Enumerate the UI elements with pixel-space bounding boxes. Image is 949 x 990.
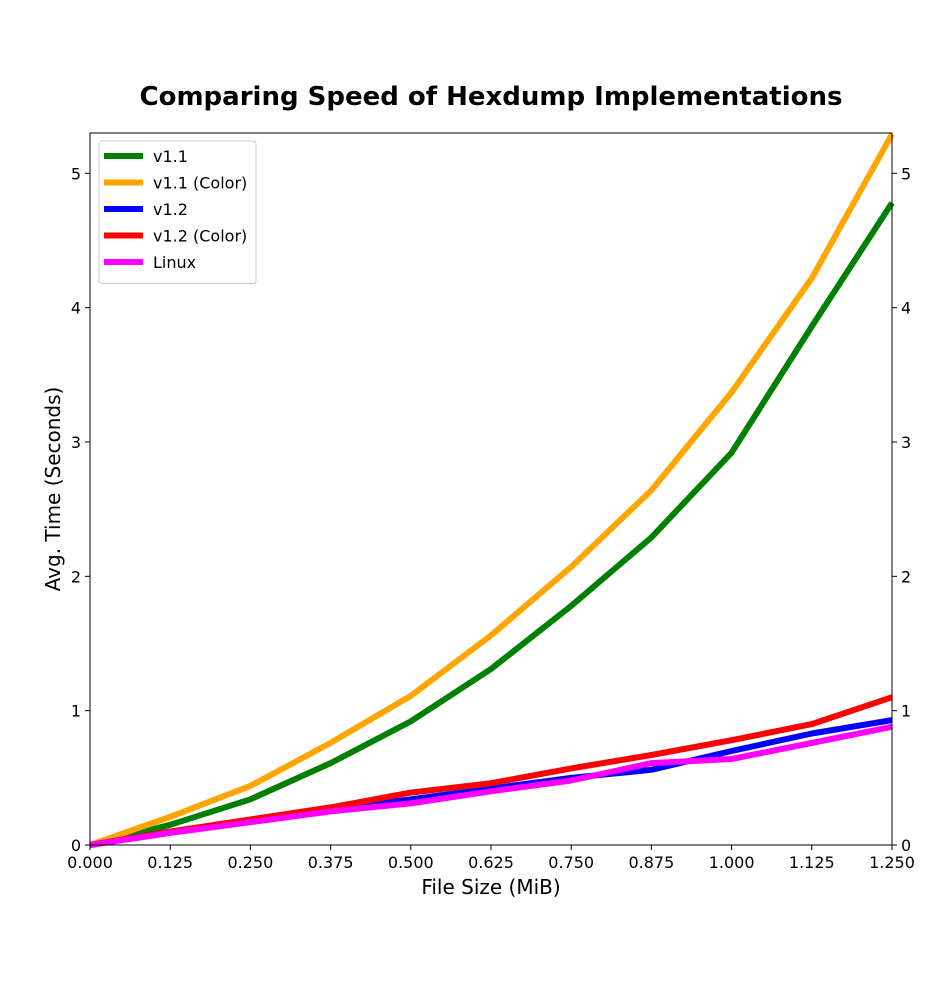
y-tick-label-left: 5: [71, 164, 81, 183]
legend-label-4: Linux: [153, 253, 196, 272]
x-tick-label: 0.125: [147, 853, 193, 872]
x-tick-label: 0.500: [388, 853, 434, 872]
series-line-3: [89, 694, 893, 848]
x-axis-label: File Size (MiB): [421, 875, 560, 899]
y-tick-label-right: 2: [901, 567, 911, 586]
y-tick-label-left: 0: [71, 836, 81, 855]
x-tick-label: 1.250: [869, 853, 915, 872]
x-tick-label: 0.750: [548, 853, 594, 872]
y-tick-label-left: 3: [71, 433, 81, 452]
x-tick-label: 1.125: [789, 853, 835, 872]
legend-label-2: v1.2: [153, 200, 188, 219]
legend-box: [98, 140, 257, 284]
x-tick-label: 1.000: [709, 853, 755, 872]
series-line-1: [89, 132, 895, 848]
chart-title: Comparing Speed of Hexdump Implementatio…: [140, 82, 843, 112]
x-tick-label: 0.000: [67, 853, 113, 872]
y-tick-label-left: 4: [71, 299, 81, 318]
series-line-4: [89, 723, 893, 848]
x-tick-label: 0.625: [468, 853, 514, 872]
y-tick-label-right: 5: [901, 164, 911, 183]
series-layer: [89, 132, 895, 848]
legend: v1.1 v1.1 (Color) v1.2 v1.2 (Color) Linux: [98, 140, 257, 284]
y-axis-label: Avg. Time (Seconds): [41, 387, 65, 592]
y-tick-label-right: 0: [901, 836, 911, 855]
x-tick-label: 0.375: [308, 853, 354, 872]
legend-label-0: v1.1: [153, 147, 188, 166]
y-tick-label-right: 1: [901, 702, 911, 721]
y-tick-label-right: 3: [901, 433, 911, 452]
legend-label-1: v1.1 (Color): [153, 174, 247, 193]
legend-label-3: v1.2 (Color): [153, 227, 247, 246]
x-tick-label: 0.250: [227, 853, 273, 872]
series-line-0: [89, 201, 895, 848]
x-tick-label: 0.875: [628, 853, 674, 872]
y-axis-ticks: 0 0 1 1 2 2 3 3 4 4 5 5: [71, 164, 911, 855]
y-tick-label-left: 1: [71, 702, 81, 721]
x-axis-ticks: 0.000 0.125 0.250 0.375 0.500 0.625 0.750 0.875…: [67, 845, 915, 872]
y-tick-label-left: 2: [71, 567, 81, 586]
y-tick-label-right: 4: [901, 299, 911, 318]
